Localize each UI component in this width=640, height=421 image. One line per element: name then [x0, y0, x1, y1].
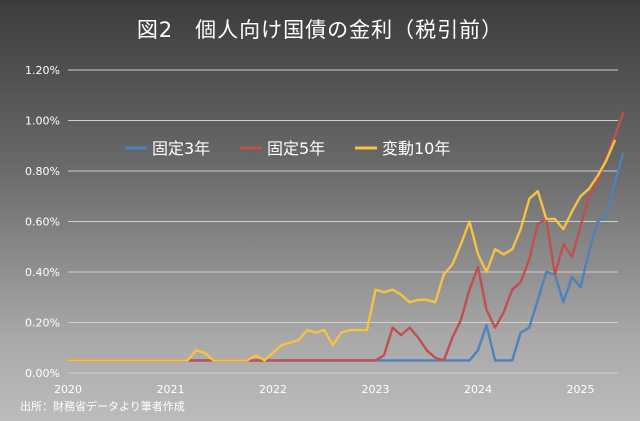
y-tick-label: 0.40%: [25, 266, 60, 279]
y-tick-label: 1.00%: [25, 115, 60, 128]
series-line-1: [66, 152, 625, 362]
legend-label-3: 変動10年: [382, 139, 450, 158]
series-line-3: [66, 139, 616, 362]
source-note: 出所：財務省データより筆者作成: [20, 400, 185, 413]
x-tick-label: 2024: [464, 383, 492, 396]
y-tick-label: 0.20%: [25, 317, 60, 330]
x-tick-label: 2020: [54, 383, 82, 396]
y-tick-label: 0.00%: [25, 367, 60, 380]
y-tick-label: 1.20%: [25, 64, 60, 77]
x-tick-label: 2023: [362, 383, 390, 396]
y-tick-label: 0.80%: [25, 165, 60, 178]
x-tick-label: 2022: [259, 383, 287, 396]
legend-label-2: 固定5年: [267, 139, 325, 158]
x-tick-label: 2021: [157, 383, 185, 396]
y-tick-label: 0.60%: [25, 216, 60, 229]
chart-title: 図2 個人向け国債の金利（税引前）: [136, 18, 504, 42]
x-tick-label: 2025: [567, 383, 595, 396]
legend-label-1: 固定3年: [152, 139, 210, 158]
